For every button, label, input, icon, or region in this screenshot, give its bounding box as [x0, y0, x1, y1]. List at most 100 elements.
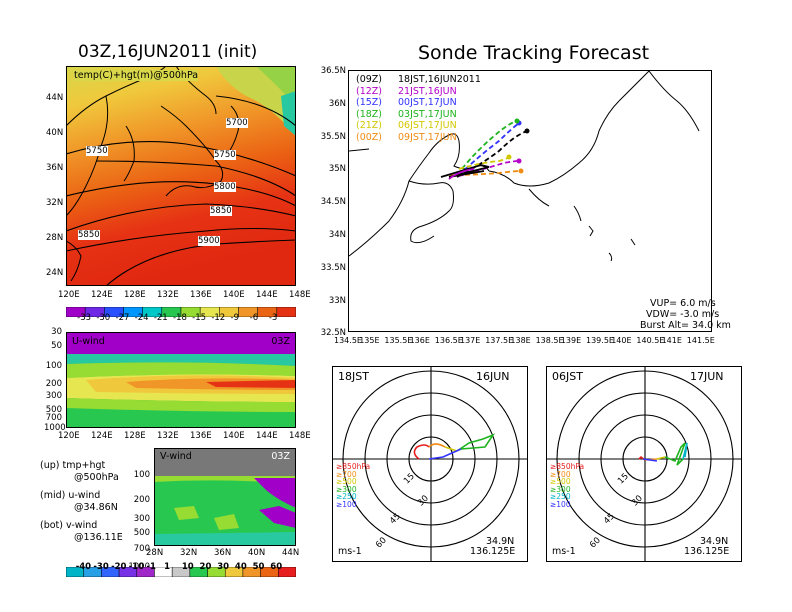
level-legend: ≥700	[336, 469, 357, 479]
colorbar-tick: 40	[234, 562, 247, 572]
lat-tick: 44N	[282, 548, 300, 558]
lon-tick: 140.5E	[636, 336, 665, 345]
colorbar-tick: -12	[211, 313, 226, 323]
run-code: (00Z)	[356, 131, 383, 143]
contour-label: 5850	[78, 230, 100, 240]
colorbar-tick: -15	[192, 313, 207, 323]
contour-label: 5750	[86, 146, 108, 156]
lon-tick: 148E	[289, 431, 311, 441]
hodo-lat: 34.9N	[700, 536, 729, 547]
run-time: 03JST,17JUN	[398, 108, 457, 120]
colorbar-tick: 20	[199, 562, 212, 572]
colorbar-tick: -40	[75, 562, 92, 572]
u-wind-time: 03Z	[271, 336, 290, 347]
level-legend: ≥500	[550, 477, 571, 486]
colorbar-tick: -1	[146, 562, 156, 572]
lon-tick: 132E	[157, 290, 179, 300]
pressure-tick: 30	[51, 327, 62, 337]
hodograph-2	[546, 366, 742, 562]
hodo-date: 16JUN	[476, 370, 510, 383]
lon-tick: 136E	[190, 290, 212, 300]
lon-tick: 136.5E	[434, 336, 463, 345]
lon-tick: 120E	[58, 290, 80, 300]
lat-tick: 33N	[328, 295, 346, 306]
run-code: (21Z)	[356, 120, 383, 131]
lon-tick: 138.5E	[535, 336, 564, 345]
lon-tick: 140E	[223, 431, 245, 441]
note-line: (up) tmp+hgt	[40, 460, 106, 471]
lon-tick: 148E	[289, 290, 311, 300]
contour-label: 5900	[198, 236, 220, 246]
u-wind-section: U-wind 03Z	[66, 332, 296, 428]
colorbar-tick: -27	[115, 313, 130, 323]
colorbar-tick: -9	[230, 313, 239, 323]
lon-tick: 138E	[510, 336, 531, 345]
wind-colorbar	[65, 562, 297, 578]
lat-tick: 44N	[46, 93, 64, 103]
pressure-tick: 100	[133, 470, 150, 480]
lat-tick: 40N	[46, 128, 64, 138]
lat-tick: 33.5N	[320, 262, 346, 273]
lat-tick: 28N	[146, 548, 164, 558]
pressure-tick: 1000	[44, 423, 66, 433]
track-map	[348, 70, 712, 332]
note-line: @136.11E	[74, 532, 123, 543]
lon-tick: 139E	[560, 336, 582, 345]
lon-tick: 135.5E	[384, 336, 413, 345]
right-title: Sonde Tracking Forecast	[418, 42, 650, 64]
lon-tick: 124E	[91, 290, 113, 300]
colorbar-tick: -24	[134, 313, 149, 323]
note-line: (mid) u-wind	[40, 490, 101, 501]
colorbar-tick: -20	[111, 562, 127, 572]
colorbar-swatch	[276, 306, 297, 318]
hodograph-1	[332, 366, 528, 562]
level-legend: ≥250	[336, 492, 357, 501]
lon-tick: 134.5E	[334, 336, 362, 345]
pressure-tick: 300	[45, 391, 62, 401]
contour-label: 5800	[214, 182, 236, 192]
contour-label: 5750	[214, 150, 236, 160]
temp-map-frame	[66, 66, 296, 286]
pressure-tick: 700	[133, 544, 150, 554]
lat-tick: 32.5N	[320, 328, 346, 339]
run-time: 00JST,17JUN	[398, 97, 457, 108]
lon-tick: 139.5E	[586, 336, 614, 345]
note-line: @34.86N	[74, 502, 118, 513]
run-code: (12Z)	[356, 85, 383, 97]
lon-tick: 137.5E	[485, 336, 514, 345]
v-wind-section: V-wind 03Z	[154, 448, 296, 546]
run-code: (15Z)	[356, 97, 383, 108]
level-legend: ≥300	[336, 484, 357, 494]
u-wind-frame	[66, 332, 296, 428]
pressure-tick: 50	[51, 341, 62, 351]
run-time: 09JST,17JUN	[398, 131, 457, 143]
hodo-lon: 136.125E	[470, 546, 516, 557]
colorbar-tick: -3	[268, 313, 278, 323]
lon-tick: 140E	[223, 290, 245, 300]
colorbar-tick: -30	[93, 562, 109, 572]
lat-tick: 28N	[46, 233, 64, 243]
colorbar-tick: 60	[270, 562, 283, 572]
lat-tick: 36N	[328, 98, 346, 109]
level-legend: ≥300	[550, 484, 571, 494]
colorbar-tick: -30	[96, 313, 111, 323]
pressure-tick: 500	[45, 405, 62, 415]
colorbar-tick: 50	[252, 562, 265, 572]
temp-height-map: temp(C)+hgt(m)@500hPa 5700 5750 5750 580…	[65, 65, 297, 287]
lon-tick: 132E	[157, 431, 179, 441]
lon-tick: 144E	[256, 290, 278, 300]
lon-tick: 128E	[124, 431, 146, 441]
lon-tick: 140E	[611, 336, 632, 345]
note-line: @500hPa	[74, 472, 119, 483]
level-legend: ≥850hPa	[336, 462, 371, 471]
lon-tick: 128E	[124, 290, 146, 300]
lon-tick: 136E	[409, 336, 430, 345]
colorbar-tick: -18	[173, 313, 187, 323]
run-code: (18Z)	[356, 108, 383, 120]
lon-tick: 120E	[58, 431, 80, 441]
lon-tick: 144E	[256, 431, 278, 441]
hodo-time: 18JST	[338, 370, 369, 383]
lon-tick: 137E	[460, 336, 481, 345]
map-variable-label: temp(C)+hgt(m)@500hPa	[74, 70, 199, 81]
lat-tick: 24N	[46, 268, 64, 278]
